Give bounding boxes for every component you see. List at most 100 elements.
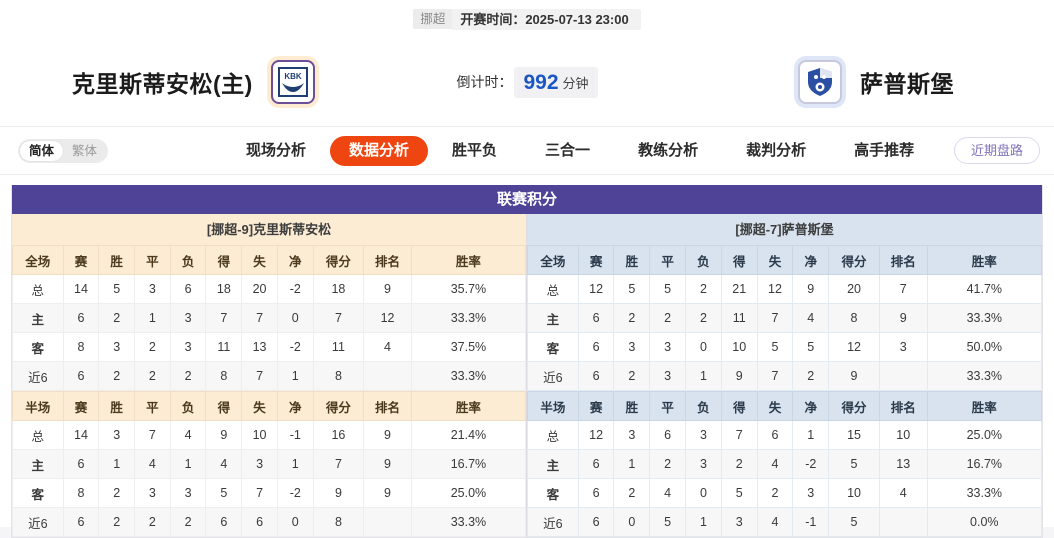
cell-win: 2: [98, 361, 136, 391]
cell-played: 6: [577, 449, 615, 479]
cell-goals-against: 6: [756, 420, 794, 450]
row-scope-label: 近6: [12, 507, 64, 537]
away-half-body: 总 12 3 6 3 7 6 1 15 10 25.0% 主 6 1 2 3 2 4 -2 5 13 16.7% 客 6 2 4 0…: [527, 420, 1043, 537]
col-head-points: 得分: [312, 245, 365, 275]
col-head-scope: 半场: [527, 391, 579, 421]
cell-loss: 3: [169, 303, 207, 333]
row-scope-label: 近6: [527, 361, 579, 391]
cell-played: 12: [577, 274, 615, 304]
col-head-rank: 排名: [363, 391, 412, 421]
table-row: 总 14 5 3 6 18 20 -2 18 9 35.7%: [12, 274, 527, 304]
cell-win: 2: [613, 478, 651, 508]
cell-goals-for: 2: [720, 449, 758, 479]
cell-played: 8: [62, 332, 100, 362]
cell-winrate: 35.7%: [410, 274, 527, 304]
cell-loss: 0: [685, 332, 722, 362]
table-row: 客 8 3 2 3 11 13 -2 11 4 37.5%: [12, 332, 527, 362]
cell-loss: 2: [169, 507, 207, 537]
col-head-win: 胜: [98, 245, 136, 275]
countdown-block: 倒计时： 992 分钟: [417, 66, 637, 98]
cell-points: 8: [312, 361, 365, 391]
col-head-goals-for: 得: [720, 245, 758, 275]
cell-goals-for: 21: [720, 274, 758, 304]
cell-goals-against: 7: [756, 361, 794, 391]
cell-winrate: 41.7%: [926, 274, 1043, 304]
home-full-body: 总 14 5 3 6 18 20 -2 18 9 35.7% 主 6 2 1 3 7 7 0 7 12 33.3% 客 8 3 2…: [12, 274, 527, 391]
cell-goals-against: 7: [241, 361, 278, 391]
col-head-goals-against: 失: [756, 391, 794, 421]
col-head-goals-against: 失: [241, 391, 278, 421]
cell-points: 18: [312, 274, 365, 304]
table-row: 主 6 2 1 3 7 7 0 7 12 33.3%: [12, 303, 527, 333]
cell-win: 3: [613, 332, 651, 362]
col-head-winrate: 胜率: [410, 391, 527, 421]
col-head-loss: 负: [685, 245, 722, 275]
recent-odds-button[interactable]: 近期盘路: [953, 137, 1040, 164]
cell-goals-against: 7: [241, 303, 278, 333]
cell-draw: 3: [134, 478, 171, 508]
tab-data-analysis[interactable]: 数据分析: [330, 135, 429, 166]
lang-simplified[interactable]: 简体: [20, 140, 64, 161]
row-scope-label: 近6: [527, 507, 579, 537]
col-head-rank: 排名: [878, 391, 928, 421]
tab-coach-analysis[interactable]: 教练分析: [638, 141, 699, 159]
cell-goals-for: 11: [205, 332, 243, 362]
home-half-stats-table: 半场 赛 胜 平 负 得 失 净 得分 排名 胜率 总 14 3 7 4 9 10 -1 16 9…: [12, 391, 527, 537]
cell-points: 8: [312, 507, 365, 537]
table-row: 客 6 3 3 0 10 5 5 12 3 50.0%: [527, 332, 1043, 362]
cell-draw: 7: [134, 420, 171, 450]
cell-points: 7: [312, 303, 365, 333]
col-head-goals-for: 得: [205, 391, 243, 421]
cell-played: 6: [62, 303, 100, 333]
cell-played: 12: [577, 420, 615, 450]
away-team-block[interactable]: 萨普斯堡: [794, 56, 954, 108]
tab-three-in-one[interactable]: 三合一: [545, 141, 591, 159]
row-scope-label: 客: [12, 478, 64, 508]
cell-loss: 4: [169, 420, 207, 450]
page-root: 挪超 开赛时间：2025-07-13 23:00 克里斯蒂安松(主) KBK 倒…: [0, 8, 1054, 538]
lang-traditional[interactable]: 繁体: [72, 143, 98, 158]
cell-winrate: 33.3%: [926, 478, 1043, 508]
cell-goals-for: 4: [205, 449, 243, 479]
cell-loss: 2: [685, 303, 722, 333]
col-head-scope: 全场: [12, 245, 64, 275]
cell-win: 2: [98, 478, 136, 508]
language-toggle[interactable]: 简体 繁体: [18, 138, 109, 163]
cell-points: 20: [828, 274, 880, 304]
cell-points: 12: [828, 332, 880, 362]
cell-rank: [878, 361, 928, 391]
cell-goals-against: 12: [756, 274, 794, 304]
cell-goals-for: 11: [720, 303, 758, 333]
cell-points: 8: [828, 303, 880, 333]
col-head-winrate: 胜率: [926, 391, 1043, 421]
row-scope-label: 主: [527, 449, 579, 479]
cell-goals-against: 3: [241, 449, 278, 479]
tab-win-draw-loss[interactable]: 胜平负: [452, 141, 498, 159]
row-scope-label: 总: [527, 420, 579, 450]
cell-points: 16: [312, 420, 365, 450]
cell-goals-for: 18: [205, 274, 243, 304]
cell-goals-against: 10: [241, 420, 278, 450]
cell-rank: 4: [363, 332, 412, 362]
col-head-played: 赛: [62, 391, 100, 421]
cell-goals-for: 10: [720, 332, 758, 362]
col-head-goals-against: 失: [241, 245, 278, 275]
meta-chip-group: 挪超 开赛时间：2025-07-13 23:00: [413, 8, 641, 30]
cell-goals-for: 5: [205, 478, 243, 508]
row-scope-label: 总: [12, 420, 64, 450]
cell-goals-for: 7: [720, 420, 758, 450]
tab-live-analysis[interactable]: 现场分析: [246, 141, 307, 159]
row-scope-label: 主: [12, 303, 64, 333]
col-head-draw: 平: [649, 245, 687, 275]
home-team-block[interactable]: 克里斯蒂安松(主) KBK: [72, 56, 319, 108]
cell-draw: 3: [649, 332, 687, 362]
cell-win: 3: [98, 332, 136, 362]
tab-group: 现场分析 数据分析 胜平负 三合一 教练分析 裁判分析 高手推荐: [222, 135, 938, 166]
cell-goal-diff: 0: [276, 303, 314, 333]
cell-win: 2: [98, 507, 136, 537]
tab-expert-picks[interactable]: 高手推荐: [854, 141, 915, 159]
cell-goal-diff: 3: [792, 478, 830, 508]
cell-winrate: 50.0%: [926, 332, 1043, 362]
tab-referee-analysis[interactable]: 裁判分析: [746, 141, 807, 159]
cell-goals-against: 4: [756, 507, 794, 537]
